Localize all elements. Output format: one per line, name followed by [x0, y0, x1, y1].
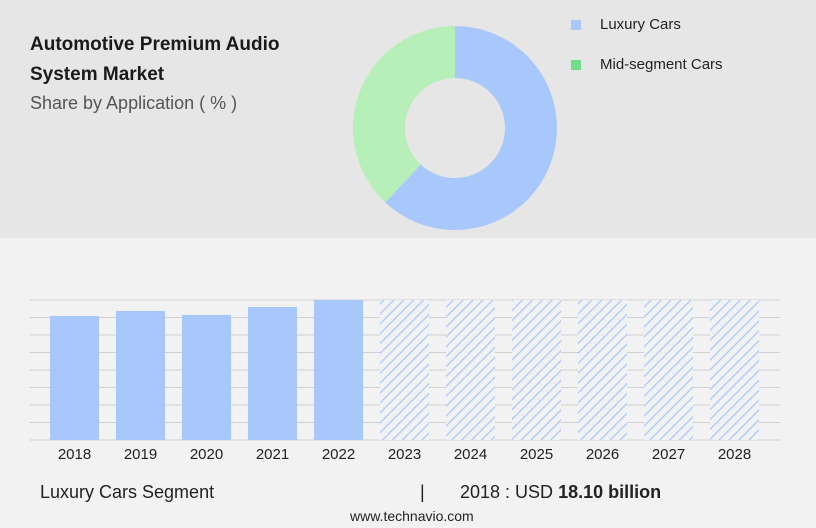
- bar: [182, 314, 231, 440]
- chart-title: Automotive Premium Audio System Market: [30, 34, 280, 85]
- forecast-placeholder: [644, 300, 693, 440]
- forecast-placeholder: [578, 300, 627, 440]
- bar: [116, 310, 165, 440]
- legend-label: Luxury Cars: [600, 16, 681, 33]
- x-tick-label: 2021: [256, 446, 289, 463]
- x-tick-label: 2023: [388, 446, 421, 463]
- chart-subtitle: Share by Application ( % ): [30, 93, 238, 113]
- source: www.technavio.com: [350, 508, 474, 524]
- x-tick-label: 2028: [718, 446, 751, 463]
- value-text: 18.10 billion: [558, 482, 662, 502]
- forecast-placeholder: [380, 300, 429, 440]
- legend-label: Mid-segment Cars: [600, 56, 723, 73]
- forecast-placeholder: [710, 300, 759, 440]
- legend-marker: [571, 20, 581, 30]
- segment-label: Luxury Cars Segment: [40, 482, 215, 502]
- bar: [50, 315, 99, 440]
- x-tick-label: 2024: [454, 446, 487, 463]
- x-tick-label: 2027: [652, 446, 685, 463]
- x-tick-label: 2026: [586, 446, 619, 463]
- x-tick-label: 2019: [124, 446, 157, 463]
- legend-marker: [571, 60, 581, 70]
- year-label: 2018 : USD 18.10 billion: [460, 482, 661, 503]
- forecast-placeholder: [446, 300, 495, 440]
- x-tick-label: 2020: [190, 446, 223, 463]
- bar: [314, 300, 363, 440]
- x-tick-label: 2025: [520, 446, 553, 463]
- x-tick-label: 2018: [58, 446, 91, 463]
- forecast-placeholder: [512, 300, 561, 440]
- separator: |: [420, 482, 425, 502]
- bar: [248, 306, 297, 440]
- x-tick-label: 2022: [322, 446, 355, 463]
- pie-slice: [353, 26, 455, 203]
- pie-slice: [385, 26, 558, 231]
- year-text: 2018 : USD: [460, 482, 554, 502]
